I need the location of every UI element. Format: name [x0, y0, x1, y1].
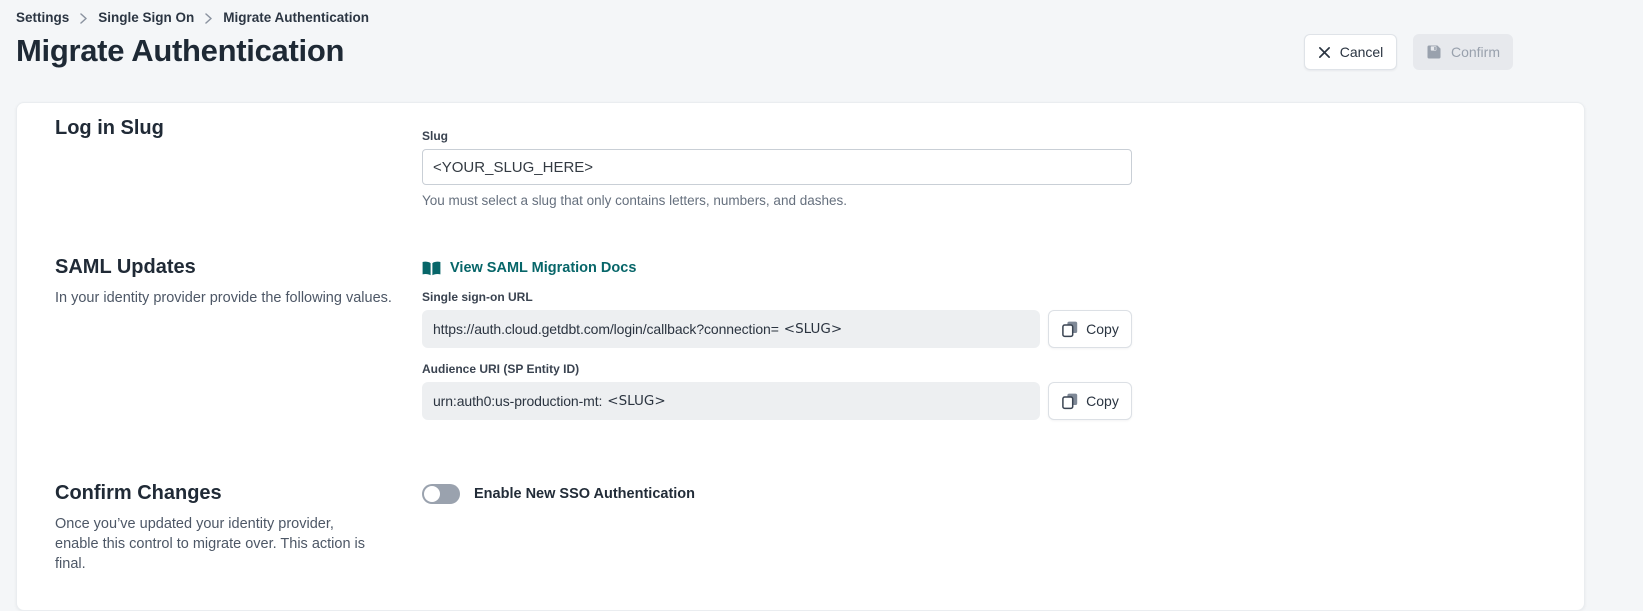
sso-url-field: https://auth.cloud.getdbt.com/login/call… — [422, 310, 1040, 348]
audience-uri-field: urn:auth0:us-production-mt: <SLUG> — [422, 382, 1040, 420]
breadcrumb-migrate-authentication: Migrate Authentication — [223, 10, 370, 25]
copy-icon — [1061, 392, 1079, 410]
chevron-right-icon — [80, 12, 88, 24]
copy-icon — [1061, 320, 1079, 338]
view-saml-migration-docs-link[interactable]: View SAML Migration Docs — [422, 260, 636, 276]
enable-new-sso-toggle[interactable] — [422, 484, 460, 504]
audience-uri-slug-token: <SLUG> — [607, 393, 666, 409]
copy-audience-uri-button[interactable]: Copy — [1048, 382, 1132, 420]
book-icon — [422, 261, 441, 276]
header-actions: Cancel Confirm — [1304, 30, 1513, 70]
section-heading-confirm-changes: Confirm Changes — [55, 482, 222, 504]
audience-uri-label: Audience URI (SP Entity ID) — [422, 362, 580, 376]
slug-help-text: You must select a slug that only contain… — [422, 193, 847, 208]
breadcrumb: Settings Single Sign On Migrate Authenti… — [0, 0, 1643, 25]
breadcrumb-settings[interactable]: Settings — [16, 10, 70, 25]
page-title: Migrate Authentication — [16, 33, 345, 68]
chevron-right-icon — [205, 12, 213, 24]
toggle-knob — [424, 486, 440, 502]
section-heading-login-slug: Log in Slug — [55, 117, 164, 139]
migrate-authentication-card: Log in Slug Slug You must select a slug … — [16, 102, 1585, 611]
slug-input[interactable] — [422, 149, 1132, 185]
sso-url-label: Single sign-on URL — [422, 290, 533, 304]
saml-updates-description: In your identity provider provide the fo… — [55, 290, 392, 306]
close-icon — [1318, 46, 1331, 59]
enable-new-sso-toggle-label: Enable New SSO Authentication — [474, 486, 696, 502]
confirm-button[interactable]: Confirm — [1413, 34, 1513, 70]
page-header: Migrate Authentication Cancel Confirm — [0, 25, 1643, 72]
sso-url-slug-token: <SLUG> — [783, 321, 843, 337]
save-icon — [1426, 44, 1442, 60]
section-confirm-changes: Confirm Changes Once you’ve updated your… — [55, 482, 1546, 574]
breadcrumb-single-sign-on[interactable]: Single Sign On — [98, 10, 195, 25]
slug-field-label: Slug — [422, 129, 448, 143]
cancel-button[interactable]: Cancel — [1304, 34, 1397, 70]
section-login-slug: Log in Slug Slug You must select a slug … — [55, 117, 1546, 208]
section-heading-saml-updates: SAML Updates — [55, 256, 196, 278]
confirm-changes-description: Once you’ve updated your identity provid… — [55, 516, 366, 572]
section-saml-updates: SAML Updates In your identity provider p… — [55, 256, 1546, 420]
copy-sso-url-button[interactable]: Copy — [1048, 310, 1132, 348]
